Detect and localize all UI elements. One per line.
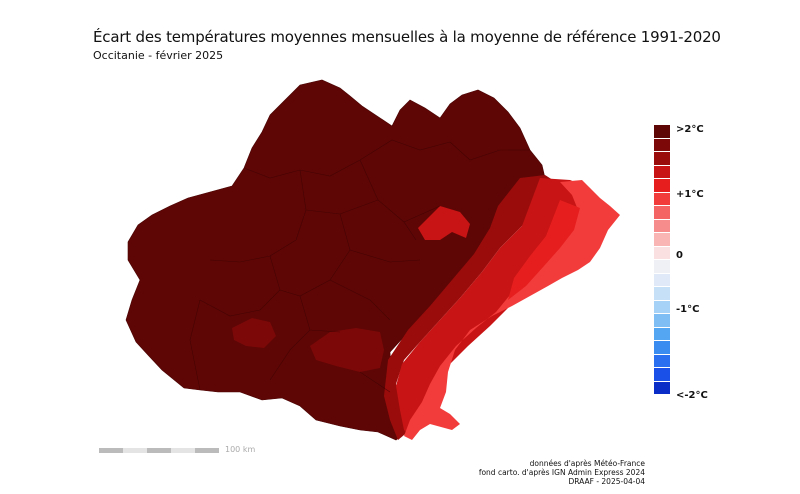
credit-line-1: données d'après Météo-France: [529, 459, 645, 468]
hot-zone-coast: [404, 180, 620, 440]
map-subtitle: Occitanie - février 2025: [93, 49, 224, 62]
hot-zone-inner: [508, 200, 580, 300]
department-borders: [189, 139, 530, 393]
scale-label: 100 km: [225, 445, 256, 454]
legend-swatch: [654, 219, 670, 232]
credit-line-3: DRAAF - 2025-04-04: [568, 477, 645, 486]
scale-bar: [99, 448, 221, 453]
legend-swatch: [654, 341, 670, 354]
legend-label-minus1: -1°C: [676, 304, 700, 315]
legend-label-bottom: <-2°C: [676, 390, 708, 401]
legend-swatch: [654, 260, 670, 273]
legend-swatch: [654, 287, 670, 300]
legend-swatch: [654, 206, 670, 219]
legend-swatch: [654, 368, 670, 381]
warm-zone-2: [418, 206, 470, 240]
legend-swatch: [654, 192, 670, 205]
legend-swatch: [654, 233, 670, 246]
pocket-1: [232, 318, 276, 348]
legend-label-zero: 0: [676, 250, 683, 261]
credits: données d'après Météo-France fond carto.…: [479, 459, 645, 486]
legend-swatch: [654, 354, 670, 367]
legend-swatch: [654, 381, 670, 394]
legend-swatch: [654, 300, 670, 313]
legend-swatch: [654, 179, 670, 192]
credit-line-2: fond carto. d'après IGN Admin Express 20…: [478, 468, 645, 477]
legend-swatch: [654, 125, 670, 138]
pocket-2: [310, 328, 384, 372]
map-title: Écart des températures moyennes mensuell…: [93, 28, 721, 46]
legend-swatch: [654, 327, 670, 340]
legend: >2°C +1°C 0 -1°C <-2°C: [654, 124, 714, 401]
legend-swatch: [654, 273, 670, 286]
legend-swatches: [654, 125, 714, 394]
legend-swatch: [654, 138, 670, 151]
legend-swatch: [654, 152, 670, 165]
legend-label-top: >2°C: [676, 124, 704, 135]
legend-label-plus1: +1°C: [676, 189, 704, 200]
legend-swatch: [654, 314, 670, 327]
legend-swatch: [654, 165, 670, 178]
legend-swatch: [654, 246, 670, 259]
